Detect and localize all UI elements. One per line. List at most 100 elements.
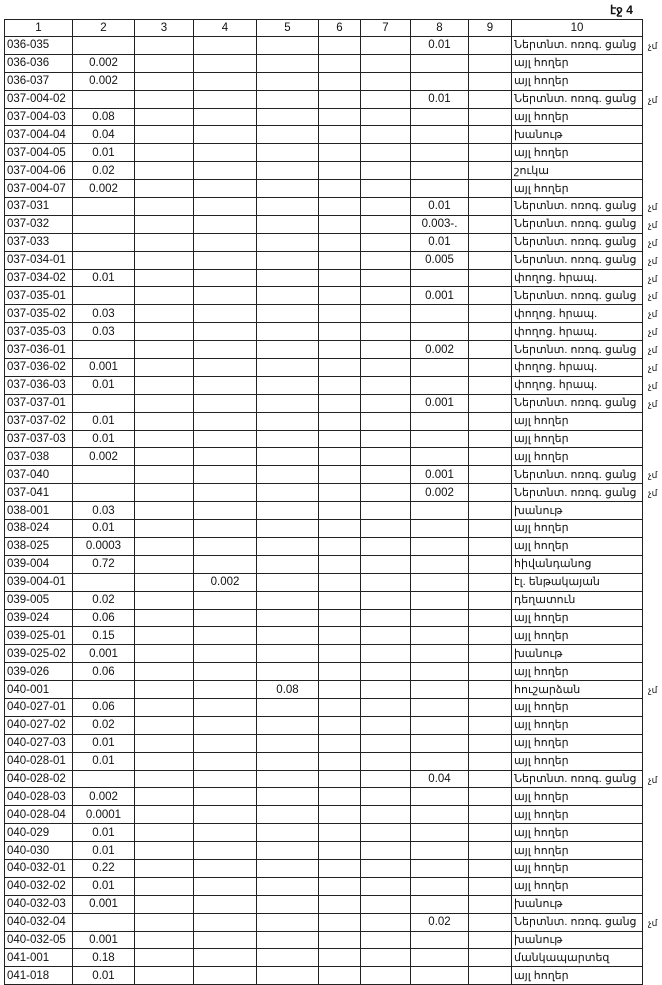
cell-col-4 xyxy=(193,787,257,807)
cell-col-2: 0.02 xyxy=(72,715,135,735)
cell-col-9 xyxy=(468,966,512,985)
cell-col-3 xyxy=(134,53,194,73)
cell-col-10: փողոց. հրապ. չմ xyxy=(511,304,657,324)
header-cell: 5 xyxy=(256,19,319,37)
cell-col-4 xyxy=(193,197,257,216)
cell-col-7 xyxy=(360,250,411,270)
cell-col-6 xyxy=(318,286,361,306)
cell-col-6 xyxy=(318,608,361,628)
cell-col-6 xyxy=(318,36,361,55)
note-mark: չմ xyxy=(648,291,658,302)
cell-col-7 xyxy=(360,948,411,968)
cell-col-2 xyxy=(72,465,135,485)
cell-col-7 xyxy=(360,465,411,485)
cell-col-3 xyxy=(134,554,194,574)
cell-col-9 xyxy=(468,823,512,843)
cell-col-9 xyxy=(468,340,512,360)
cell-col-9 xyxy=(468,644,512,664)
note-mark: չմ xyxy=(648,219,658,230)
cell-col-7 xyxy=(360,536,411,556)
cell-col-4 xyxy=(193,429,257,449)
cell-col-10: դեղատուն xyxy=(511,590,643,610)
table-row: 037-037-03 0.01 այլ հողեր xyxy=(4,429,643,449)
table-row: 038-001 0.03 խանութ xyxy=(4,501,643,521)
note-mark: չմ xyxy=(648,237,658,248)
cell-col-3 xyxy=(134,161,194,181)
cell-col-5 xyxy=(256,71,319,91)
cell-col-3 xyxy=(134,536,194,556)
cell-col-9 xyxy=(468,858,512,878)
header-cell: 8 xyxy=(410,19,469,37)
cell-col-1: 040-028-04 xyxy=(4,805,73,825)
cell-col-1: 038-025 xyxy=(4,536,73,556)
cell-col-9 xyxy=(468,447,512,467)
cell-col-9 xyxy=(468,536,512,556)
cell-col-9 xyxy=(468,572,512,592)
cell-col-8: 0.02 xyxy=(410,912,469,932)
cell-col-5 xyxy=(256,787,319,807)
cell-col-4 xyxy=(193,268,257,288)
cell-col-4 xyxy=(193,483,257,503)
note-mark: չմ xyxy=(648,380,658,391)
cell-col-10: փողոց. հրապ. չմ xyxy=(511,358,657,377)
cell-col-4 xyxy=(193,590,257,610)
note-mark: չմ xyxy=(648,255,658,266)
cell-col-9 xyxy=(468,53,512,73)
cell-col-6 xyxy=(318,930,361,950)
cell-col-4 xyxy=(193,447,257,467)
cell-col-10: Ներտնտ. ոռոգ. ցանց չմ xyxy=(511,340,657,360)
cell-col-1: 038-024 xyxy=(4,519,73,538)
cell-col-6 xyxy=(318,53,361,73)
cell-col-9 xyxy=(468,36,512,55)
cell-col-8 xyxy=(410,411,469,431)
cell-col-9 xyxy=(468,358,512,377)
cell-col-10: այլ հողեր xyxy=(511,536,643,556)
table-row: 037-035-01 0.001 Ներտնտ. ոռոգ. ցանց չմ xyxy=(4,286,657,306)
cell-col-3 xyxy=(134,465,194,485)
cell-col-1: 040-027-02 xyxy=(4,715,73,735)
cell-col-9 xyxy=(468,143,512,163)
cell-col-3 xyxy=(134,590,194,610)
cell-col-8: 0.04 xyxy=(410,769,469,789)
table-row: 040-028-04 0.0001 այլ հողեր xyxy=(4,805,643,825)
table-row: 037-004-05 0.01 այլ հողեր xyxy=(4,143,643,163)
cell-col-6 xyxy=(318,787,361,807)
cell-col-3 xyxy=(134,876,194,896)
table-row: 039-004-01 0.002 էլ. ենթակայան xyxy=(4,572,643,592)
cell-col-9 xyxy=(468,411,512,431)
table-row: 037-004-06 0.02 շուկա xyxy=(4,161,643,181)
cell-col-10: այլ հողեր xyxy=(511,733,643,753)
cell-col-6 xyxy=(318,823,361,843)
cell-col-8 xyxy=(410,733,469,753)
cell-col-3 xyxy=(134,662,194,682)
cell-col-6 xyxy=(318,304,361,324)
cell-col-5 xyxy=(256,876,319,896)
cell-col-1: 040-032-03 xyxy=(4,894,73,914)
cell-col-10: Ներտնտ. ոռոգ. ցանց չմ xyxy=(511,232,657,252)
note-mark: չմ xyxy=(648,774,658,785)
cell-col-5 xyxy=(256,697,319,717)
cell-col-7 xyxy=(360,626,411,646)
cell-col-2 xyxy=(72,769,135,789)
cell-col-4 xyxy=(193,858,257,878)
cell-col-2: 0.002 xyxy=(72,447,135,467)
cell-col-2 xyxy=(72,912,135,932)
cell-col-7 xyxy=(360,841,411,860)
cell-col-8 xyxy=(410,751,469,771)
cell-col-4 xyxy=(193,89,257,109)
cell-col-3 xyxy=(134,250,194,270)
cell-col-2 xyxy=(72,197,135,216)
cell-col-7 xyxy=(360,572,411,592)
table-row: 040-028-03 0.002 այլ հողեր xyxy=(4,787,643,807)
cell-col-2: 0.02 xyxy=(72,590,135,610)
cell-col-7 xyxy=(360,680,411,699)
cell-col-1: 039-024 xyxy=(4,608,73,628)
cell-col-8 xyxy=(410,53,469,73)
cell-col-5 xyxy=(256,841,319,860)
cell-col-10: Ներտնտ. ոռոգ. ցանց չմ xyxy=(511,286,657,306)
cell-col-1: 037-041 xyxy=(4,483,73,503)
cell-col-4 xyxy=(193,304,257,324)
cell-col-1: 037-004-06 xyxy=(4,161,73,181)
cell-col-3 xyxy=(134,644,194,664)
cell-col-10: էլ. ենթակայան xyxy=(511,572,643,592)
